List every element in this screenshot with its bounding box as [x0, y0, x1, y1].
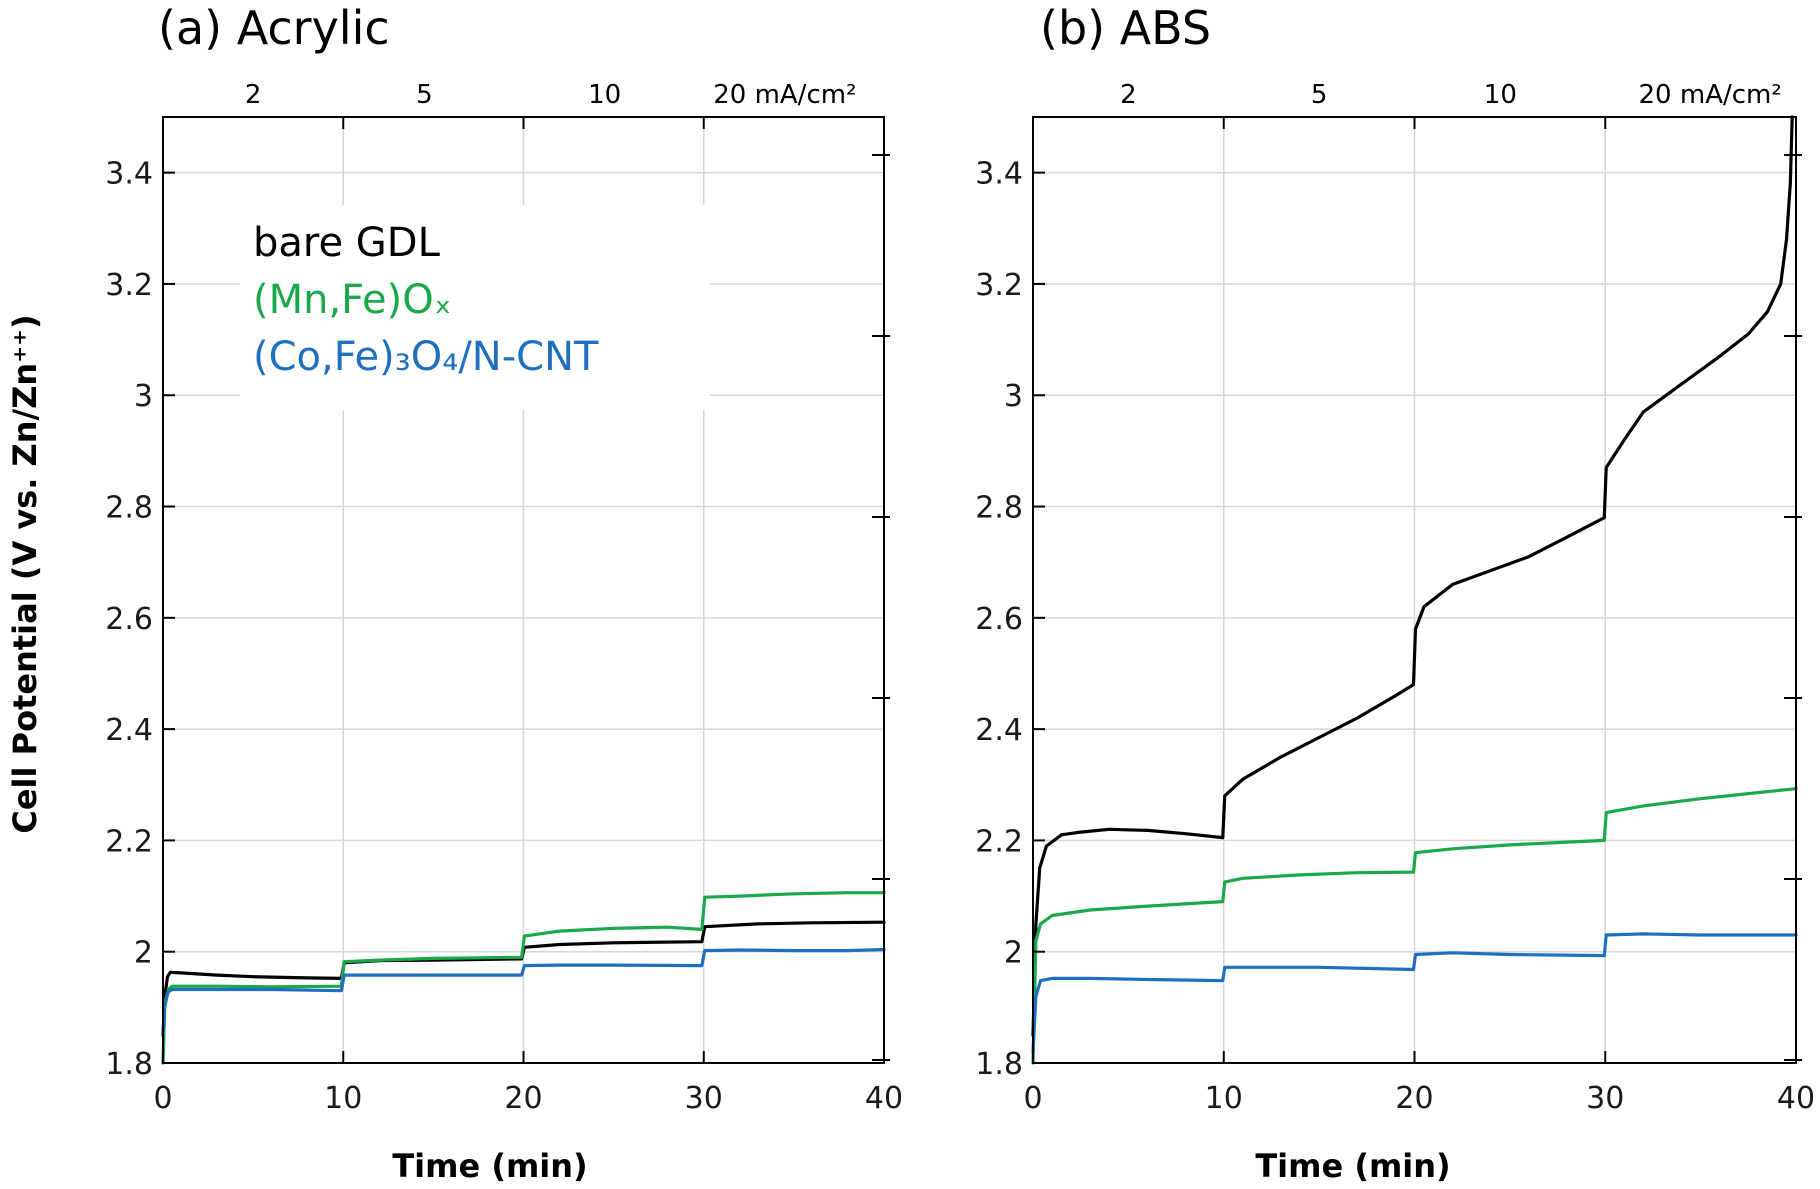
- panel-b-series: [1031, 115, 1798, 1065]
- panel-a-labels: 0 10 20 30 40 1.8 2 2.2 2.4 2.6 2.8 3 3.2 3.4 2 5 10 20 m…: [105, 80, 903, 1116]
- panel-b-y-tick-label: 2.2: [975, 824, 1023, 859]
- panel-a-y-tick-label: 2.2: [105, 824, 153, 859]
- legend-item-cofe-ncnt: (Co,Fe)₃O₄/N-CNT: [253, 334, 599, 380]
- panel-b-y-tick-label: 3.2: [975, 268, 1023, 303]
- panel-b-series-mnfe-ox: [1031, 787, 1798, 1065]
- panel-b-y-tick-label: 2.8: [975, 491, 1023, 526]
- panel-b-y-tick-label: 2.6: [975, 602, 1023, 637]
- legend: bare GDL (Mn,Fe)Oₓ (Co,Fe)₃O₄/N-CNT: [240, 205, 710, 410]
- panel-b-y-tick-label: 3: [1004, 379, 1023, 414]
- panel-a-title: (a) Acrylic: [158, 1, 390, 55]
- y-axis-title: Cell Potential (V vs. Zn/Zn⁺⁺): [6, 314, 44, 833]
- panel-b-x-tick-label: 0: [1023, 1081, 1042, 1116]
- panel-b-ticks: [1032, 117, 1802, 1064]
- panel-b-current-density-label: 10: [1484, 80, 1517, 110]
- panel-b-current-density-label: 2: [1120, 80, 1137, 110]
- panel-a-series: [161, 891, 886, 1065]
- panel-a-x-tick-label: 10: [324, 1081, 362, 1116]
- panel-b-current-density-label: 20 mA/cm²: [1639, 80, 1782, 110]
- panel-a-x-tick-label: 0: [153, 1081, 172, 1116]
- panel-a-y-tick-label: 3.4: [105, 157, 153, 192]
- panel-b-abs: 0 10 20 30 40 1.8 2 2.2 2.4 2.6 2.8 3 3.2 3.4 2 5 10 20 m…: [975, 1, 1815, 1185]
- panel-a-ticks: [162, 117, 890, 1064]
- panel-b-x-tick-label: 20: [1395, 1081, 1433, 1116]
- panel-b-x-tick-label: 30: [1586, 1081, 1624, 1116]
- panel-a-y-tick-label: 1.8: [105, 1047, 153, 1082]
- panel-a-y-tick-label: 2.4: [105, 713, 153, 748]
- panel-b-grid: [1033, 117, 1796, 1064]
- panel-a-current-density-label: 20 mA/cm²: [713, 80, 856, 110]
- panel-a-x-axis-title: Time (min): [392, 1147, 587, 1185]
- panel-b-series-cofe-ncnt: [1031, 932, 1798, 1054]
- panel-b-title: (b) ABS: [1040, 1, 1211, 55]
- panel-b-x-tick-label: 10: [1205, 1081, 1243, 1116]
- panel-a-acrylic: 0 10 20 30 40 1.8 2 2.2 2.4 2.6 2.8 3 3.2 3.4 2 5 10 20 m…: [105, 1, 903, 1185]
- panel-a-series-cofe-ncnt: [161, 947, 886, 1037]
- panel-b-x-tick-label: 40: [1777, 1081, 1815, 1116]
- panel-a-x-tick-label: 20: [504, 1081, 542, 1116]
- panel-a-current-density-label: 10: [588, 80, 621, 110]
- panel-b-y-tick-label: 1.8: [975, 1047, 1023, 1082]
- panel-a-current-density-label: 5: [416, 80, 433, 110]
- panel-a-y-tick-label: 2.6: [105, 602, 153, 637]
- panel-a-y-tick-label: 2.8: [105, 491, 153, 526]
- legend-background: [240, 205, 710, 410]
- legend-item-mnfe-ox: (Mn,Fe)Oₓ: [253, 277, 451, 323]
- panel-a-current-density-label: 2: [245, 80, 262, 110]
- panel-a-y-tick-label: 3: [134, 379, 153, 414]
- panel-b-x-axis-title: Time (min): [1255, 1147, 1450, 1185]
- panel-b-y-tick-label: 2.4: [975, 713, 1023, 748]
- panel-b-labels: 0 10 20 30 40 1.8 2 2.2 2.4 2.6 2.8 3 3.2 3.4 2 5 10 20 m…: [975, 80, 1815, 1116]
- legend-item-bare-gdl: bare GDL: [253, 220, 441, 266]
- panel-a-series-mnfe-ox: [161, 891, 886, 1065]
- panel-b-current-density-label: 5: [1311, 80, 1328, 110]
- panel-a-y-tick-label: 2: [134, 936, 153, 971]
- panel-a-x-tick-label: 30: [685, 1081, 723, 1116]
- panel-b-series-bare-gdl: [1031, 115, 1794, 1037]
- panel-a-y-tick-label: 3.2: [105, 268, 153, 303]
- panel-b-y-tick-label: 3.4: [975, 157, 1023, 192]
- panel-b-y-tick-label: 2: [1004, 936, 1023, 971]
- panel-a-x-tick-label: 40: [865, 1081, 903, 1116]
